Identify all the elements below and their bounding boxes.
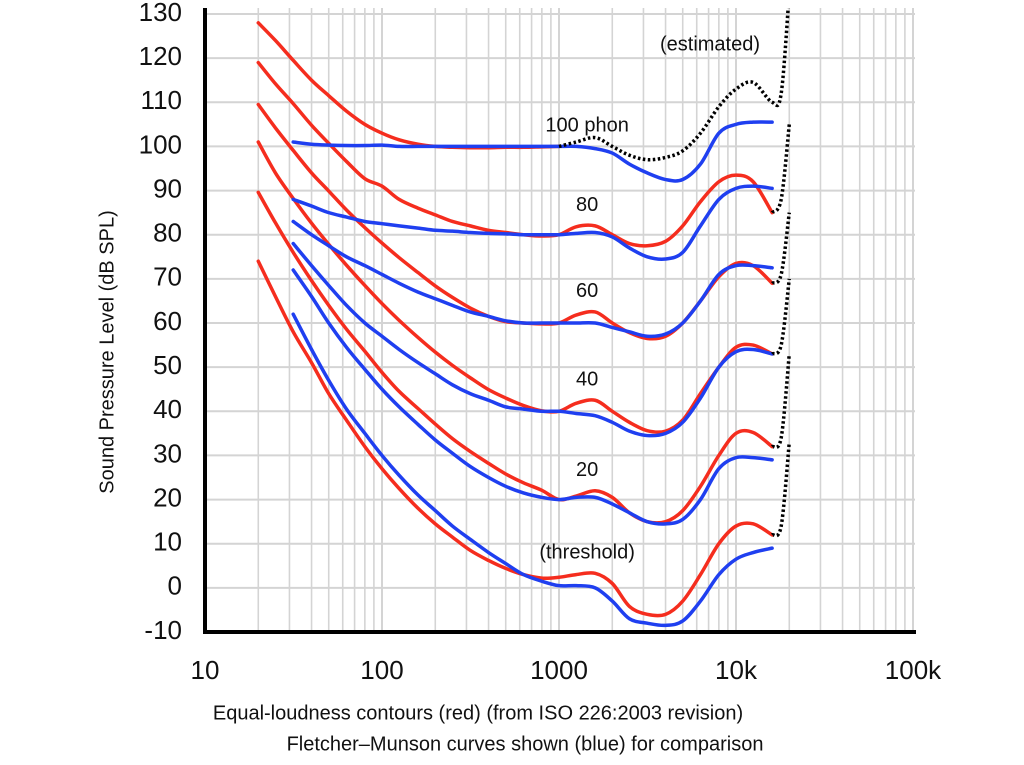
contour-curve — [291, 312, 774, 628]
y-tick-label: 130 — [139, 0, 182, 27]
contour-curve — [256, 60, 774, 248]
caption: Fletcher–Munson curves shown (blue) for … — [287, 733, 764, 755]
y-tick-label: 90 — [153, 173, 182, 203]
y-axis-label: Sound Pressure Level (dB SPL) — [96, 210, 118, 494]
curve-label: 40 — [576, 369, 598, 391]
x-tick-label: 10 — [191, 655, 220, 685]
y-tick-label: 30 — [153, 438, 182, 468]
estimated-curve — [770, 124, 792, 214]
x-tick-label: 100 — [360, 655, 403, 685]
curve-label: 100 phon — [545, 115, 628, 137]
estimated-curve — [558, 8, 790, 162]
curve-label: 80 — [576, 194, 598, 216]
y-tick-label: 70 — [153, 262, 182, 292]
y-tick-label: 110 — [141, 85, 182, 115]
estimated-curve — [770, 442, 792, 538]
estimated-curve — [770, 212, 792, 285]
estimated-curve — [770, 353, 792, 450]
curves — [256, 8, 792, 628]
contour-curve — [291, 268, 774, 526]
x-tick-label: 100k — [885, 655, 942, 685]
contour-curve — [291, 184, 774, 261]
caption: Equal-loudness contours (red) (from ISO … — [213, 702, 743, 724]
contour-curve — [256, 259, 774, 618]
annotation: (estimated) — [660, 33, 760, 55]
curve-label: 20 — [576, 459, 598, 481]
x-tick-label: 1000 — [530, 655, 588, 685]
y-tick-label: 50 — [153, 350, 182, 380]
contour-curve — [291, 120, 774, 183]
curve-label: 60 — [576, 280, 598, 302]
y-tick-label: 10 — [153, 527, 182, 557]
y-tick-label: 0 — [168, 571, 182, 601]
contour-curve — [256, 190, 774, 525]
y-tick-label: 60 — [153, 306, 182, 336]
y-tick-label: 80 — [153, 218, 182, 248]
y-tick-label: -10 — [144, 615, 182, 645]
y-tick-label: 100 — [139, 129, 182, 159]
curve-label: (threshold) — [539, 542, 635, 564]
estimated-curve — [770, 278, 792, 356]
x-tick-label: 10k — [715, 655, 758, 685]
y-tick-label: 120 — [139, 41, 182, 71]
y-tick-label: 20 — [153, 482, 182, 512]
contour-curve — [256, 102, 774, 341]
contour-curve — [256, 21, 561, 150]
grid — [204, 8, 915, 633]
contour-curve — [291, 219, 774, 339]
labels: -10 0 10 20 30 40 50 60 70 80 90 100 110 120 130 10 100 1… — [139, 0, 943, 685]
contour-curve — [291, 241, 774, 438]
y-tick-label: 40 — [153, 394, 182, 424]
